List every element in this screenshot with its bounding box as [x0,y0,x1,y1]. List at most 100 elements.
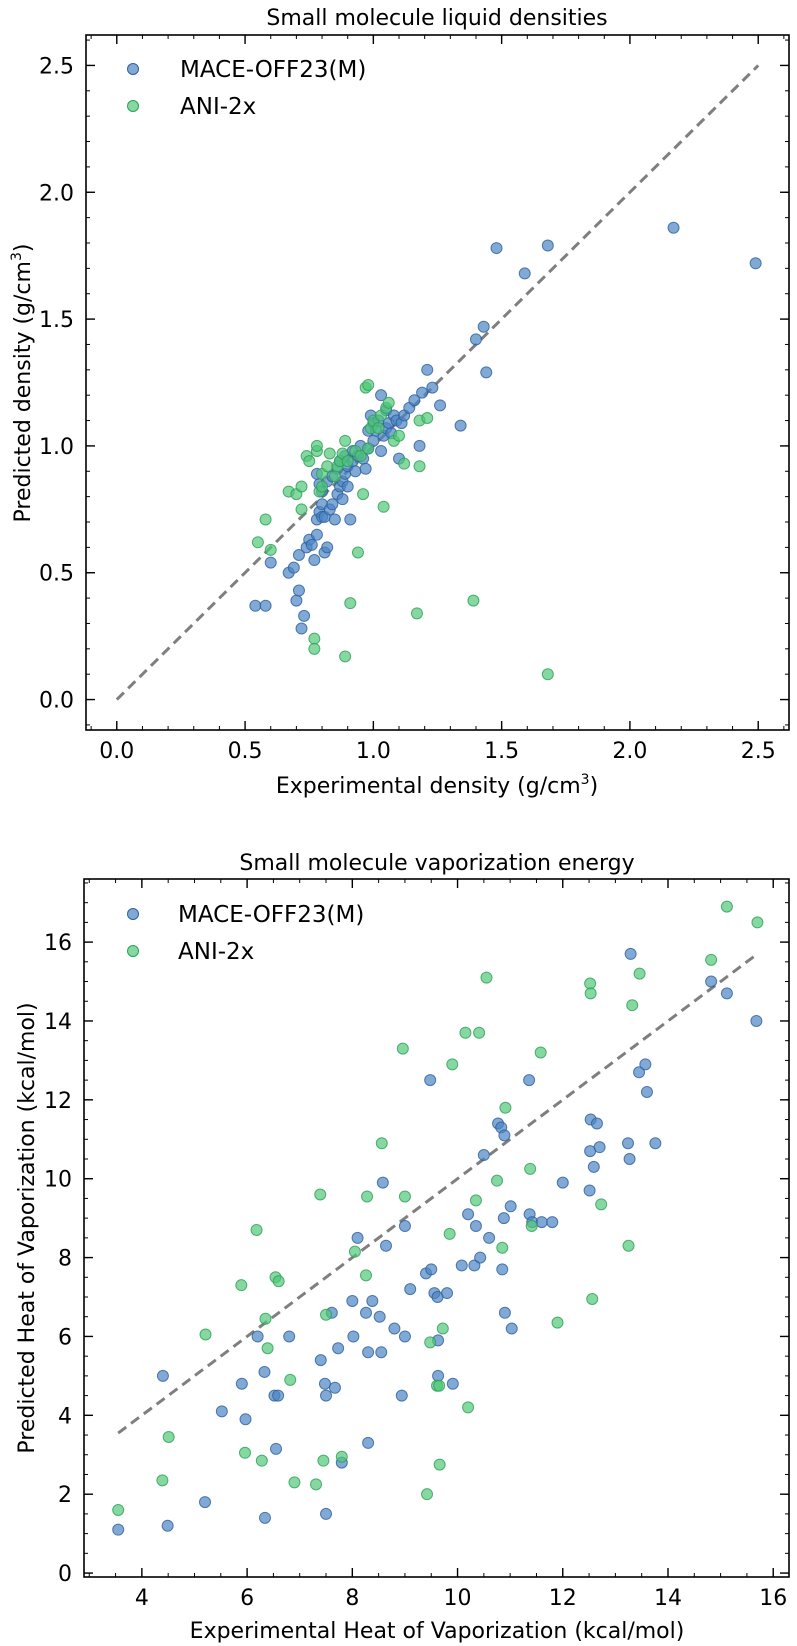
mace-point [469,1220,482,1233]
mace-point [623,1152,636,1165]
mace-point [432,1369,445,1382]
mace-point [546,1216,559,1229]
ani-point [421,1488,434,1501]
ani-point [424,1336,437,1349]
y-tick-label: 2.0 [39,181,74,206]
mace-point [373,1310,386,1323]
ani-point [626,999,639,1012]
ani-point [393,429,406,442]
x-axis-label: Experimental density (g/cm3) [276,772,598,799]
ani-point [421,412,434,425]
ani-point [436,1322,449,1335]
mace-point [639,1058,652,1071]
y-tick-label: 8 [58,1247,72,1272]
ani-point [362,379,375,392]
mace-point [239,1413,252,1426]
y-tick-label: 6 [58,1325,72,1350]
mace-point [480,366,493,379]
mace-point [215,1405,228,1418]
mace-point [359,462,372,475]
ani-point [541,668,554,681]
mace-point [434,399,447,412]
mace-point [272,1389,285,1402]
y-tick-label: 2.5 [39,54,74,79]
mace-point [535,1216,548,1229]
mace-point [497,1212,510,1225]
mace-point [426,381,439,394]
ani-point [288,1476,301,1489]
mace-point [556,1176,569,1189]
mace-point [341,480,354,493]
mace-point [416,386,429,399]
ani-point [303,455,316,468]
mace-point [408,394,421,407]
legend-label-ani: ANI-2x [180,94,256,120]
ani-point [459,1026,472,1039]
y-tick-label: 2 [58,1483,72,1508]
legend-marker-mace [127,908,139,920]
mace-point [336,493,349,506]
mace-point [362,1346,375,1359]
mace-point [362,1436,375,1449]
mace-point [446,1377,459,1390]
series-mace-points [112,947,763,1536]
mace-point [398,1220,411,1233]
mace-point [112,1523,125,1536]
mace-point [583,1184,596,1197]
ani-point [295,503,308,516]
x-tick-label: 1.0 [356,739,391,764]
ani-point [398,1190,411,1203]
mace-point [477,1149,490,1162]
y-tick-label: 0.0 [39,689,74,714]
mace-point [308,554,321,567]
ani-point [705,953,718,966]
legend-label-ani: ANI-2x [178,939,254,965]
mace-point [346,1294,359,1307]
mace-point [404,1283,417,1296]
mace-point [477,320,490,333]
ani-point [551,1316,564,1329]
ani-point [480,971,493,984]
ani-point [112,1503,125,1516]
mace-point [441,1287,454,1300]
ani-point [321,460,334,473]
ani-point [496,1241,509,1254]
mace-point [259,599,272,612]
mace-point [749,257,762,270]
legend: MACE-OFF23(M) ANI-2x [127,57,366,120]
mace-point [462,1208,475,1221]
legend-marker-ani [127,945,139,957]
y-tick-label: 0.5 [39,562,74,587]
mace-point [469,333,482,346]
ani-point [162,1431,175,1444]
mace-point [328,513,341,526]
mace-point [496,1263,509,1276]
mace-point [283,1330,296,1343]
y-tick-label: 14 [44,1010,72,1035]
ani-point [264,543,277,556]
mace-point [287,561,300,574]
ani-point [382,396,395,409]
axis-ticks: 0.0 0.5 1.0 1.5 2.0 2.5 0.0 0.5 1.0 1.5 2.0 2.5 [39,35,789,764]
ani-point [272,1275,285,1288]
y-tick-label: 12 [44,1089,72,1114]
mace-point [251,1330,264,1343]
plot-frame [85,34,790,731]
mace-point [705,975,718,988]
ani-point [372,422,385,435]
mace-point [379,1239,392,1252]
ani-point [525,1220,538,1233]
ani-point [351,546,364,559]
mace-point [360,1306,372,1319]
ani-point [443,1227,456,1240]
ani-point [751,916,764,929]
ani-point [348,1245,361,1258]
ani-point [317,1454,330,1467]
legend-label-mace: MACE-OFF23(M) [180,57,366,83]
mace-point [504,1200,517,1213]
ani-point [491,1174,504,1187]
mace-point [349,465,362,478]
mace-point [321,541,334,554]
ani-point [259,513,272,526]
ani-point [534,1046,547,1059]
